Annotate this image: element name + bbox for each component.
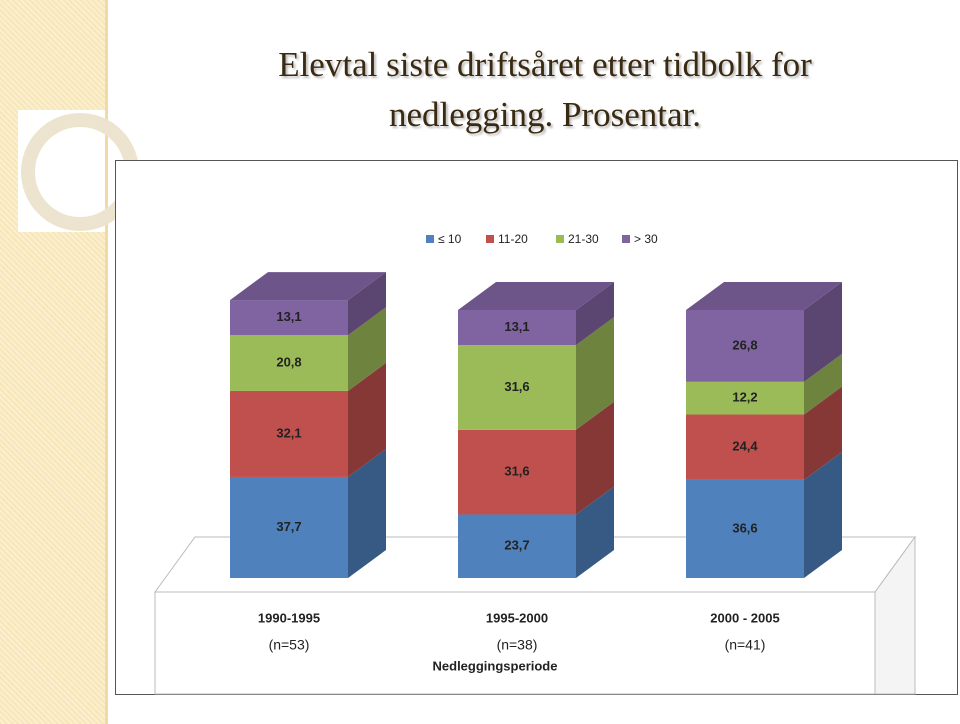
legend-swatch	[486, 235, 494, 243]
bar-side	[348, 448, 386, 578]
bar-side	[576, 282, 614, 346]
value-label: 31,6	[504, 464, 529, 479]
value-label: 24,4	[732, 439, 758, 454]
bar-side	[348, 272, 386, 336]
bar-side	[804, 451, 842, 578]
bar-segment	[230, 335, 348, 391]
bar-segment	[686, 479, 804, 578]
bar-segment	[458, 345, 576, 430]
value-label: 13,1	[504, 319, 529, 334]
value-label: 12,2	[732, 390, 757, 405]
value-label: 31,6	[504, 379, 529, 394]
bar-top	[230, 272, 386, 301]
value-label: 23,7	[504, 538, 529, 553]
legend-label: ≤ 10	[438, 232, 462, 246]
bar-segment	[686, 381, 804, 415]
category-note: (n=41)	[725, 637, 766, 653]
x-tick-label: 1990-1995	[258, 610, 320, 625]
value-label: 20,8	[276, 355, 301, 370]
legend-swatch	[426, 235, 434, 243]
x-tick-label: 2000 - 2005	[710, 610, 779, 625]
bar-side	[804, 353, 842, 415]
bar-side	[804, 386, 842, 480]
bar-top	[686, 282, 842, 310]
category-note: (n=38)	[497, 637, 538, 653]
x-tick-label: 1995-2000	[486, 610, 548, 625]
bar-segment	[458, 429, 576, 515]
bar-segment	[458, 310, 576, 346]
bar-top	[458, 282, 614, 310]
bar-side	[576, 317, 614, 430]
bar-side	[576, 401, 614, 515]
bar-side	[804, 282, 842, 382]
bar-side	[576, 486, 614, 578]
value-label: 13,1	[276, 309, 301, 324]
value-label: 32,1	[276, 425, 301, 440]
legend-label: 21-30	[568, 232, 599, 246]
bar-segment	[686, 414, 804, 480]
floor-side	[874, 535, 916, 695]
bar-side	[348, 362, 386, 477]
bar-segment	[230, 390, 348, 477]
bar-segment	[230, 300, 348, 336]
slide-title: Elevtal siste driftsåret etter tidbolk f…	[278, 45, 812, 134]
value-label: 37,7	[276, 519, 301, 534]
bar-segment	[230, 476, 348, 578]
x-axis-label: Nedleggingsperiode	[433, 658, 558, 673]
legend-label: > 30	[634, 232, 658, 246]
bar-side	[348, 307, 386, 391]
value-label: 26,8	[732, 337, 757, 352]
legend-swatch	[622, 235, 630, 243]
legend-label: 11-20	[498, 232, 528, 246]
bar-segment	[458, 514, 576, 578]
legend-swatch	[556, 235, 564, 243]
value-label: 36,6	[732, 520, 757, 535]
bar-segment	[686, 310, 804, 382]
category-note: (n=53)	[269, 637, 310, 653]
